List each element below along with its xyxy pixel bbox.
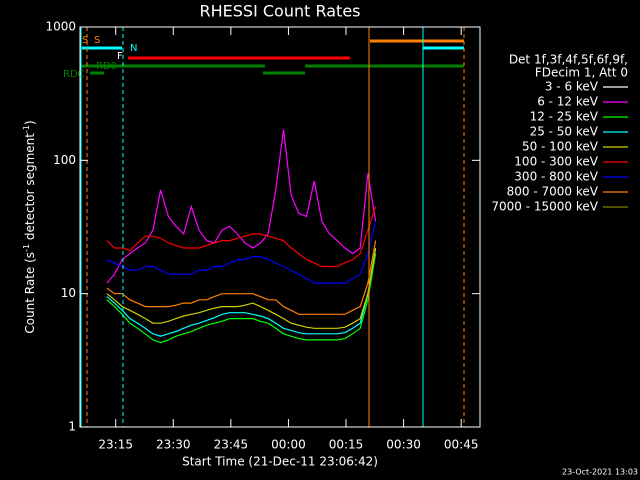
x-tick-label: 23:15 (98, 438, 133, 452)
y-label-part: ) (23, 120, 37, 125)
y-axis-label: Count Rate (s-1 detector segment-1) (22, 120, 37, 333)
series-line (106, 253, 377, 344)
series-line (106, 247, 377, 329)
legend-header: Det 1f,3f,4f,5f,6f,9f, (509, 53, 628, 67)
legend-label: 50 - 100 keV (522, 140, 599, 154)
series-line (106, 143, 376, 284)
marker-lines (80, 27, 465, 427)
flag-label: RDC (63, 69, 85, 80)
legend-label: 12 - 25 keV (530, 110, 599, 124)
series-line (106, 240, 377, 315)
plot-frame (79, 26, 481, 428)
legend-header: FDecim 1, Att 0 (535, 66, 628, 80)
flag-bars (80, 39, 464, 75)
legend-label: 300 - 800 keV (514, 170, 598, 184)
y-tick-label: 100 (53, 153, 76, 167)
x-tick-label: 00:00 (271, 438, 306, 452)
legend-label: 800 - 7000 keV (507, 185, 599, 199)
x-tick-label: 23:30 (156, 438, 191, 452)
flag-label: N (130, 43, 137, 54)
flag-label: S (94, 35, 100, 46)
series-line (106, 129, 377, 284)
y-label-part: -1 (22, 244, 31, 252)
x-axis-label: Start Time (21-Dec-11 23:06:42) (182, 455, 378, 469)
x-tick-label: 23:45 (214, 438, 249, 452)
series-line (106, 206, 377, 268)
y-tick-label: 10 (61, 286, 76, 300)
x-tick-label: 00:45 (444, 438, 479, 452)
x-tick-label: 00:15 (329, 438, 364, 452)
y-tick-label: 1000 (45, 20, 76, 34)
timestamp: 23-Oct-2021 13:03 (562, 468, 638, 477)
legend-label: 6 - 12 keV (537, 95, 599, 109)
legend-label: 25 - 50 keV (530, 125, 599, 139)
series-line (106, 220, 377, 284)
y-tick-label: 1 (68, 420, 76, 434)
chart-title: RHESSI Count Rates (200, 2, 361, 21)
legend-label: 3 - 6 keV (545, 80, 599, 94)
flag-label: F (117, 51, 123, 62)
flag-label: RD0 (96, 61, 117, 72)
plot-area (106, 129, 377, 344)
y-label-part: -1 (22, 125, 31, 133)
x-tick-label: 00:30 (386, 438, 421, 452)
series-line (106, 247, 377, 337)
flag-label: S (82, 35, 88, 46)
legend-label: 7000 - 15000 keV (491, 200, 598, 214)
y-label-part: Count Rate (s (23, 252, 37, 334)
legend-label: 100 - 300 keV (514, 155, 598, 169)
y-label-part: detector segment (23, 133, 37, 244)
